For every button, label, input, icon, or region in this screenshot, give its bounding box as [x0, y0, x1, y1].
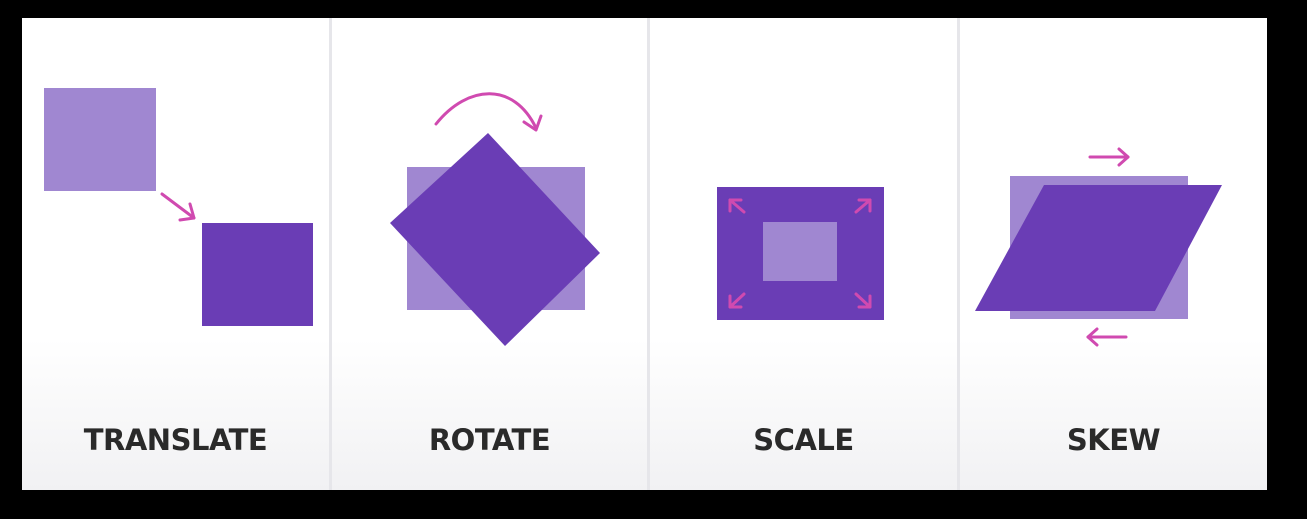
- skewed-parallelogram: [975, 185, 1222, 311]
- panel-translate: TRANSLATE: [22, 18, 332, 490]
- label-rotate: ROTATE: [428, 423, 551, 457]
- transform-diagram: TRANSLATE ROTATE: [22, 18, 1267, 490]
- label-translate: TRANSLATE: [83, 423, 268, 457]
- panel-skew: SKEW: [960, 18, 1267, 490]
- left-arrow-icon: [1086, 327, 1128, 347]
- right-arrow-icon: [1088, 147, 1130, 167]
- curved-arrow-icon: [434, 92, 543, 132]
- diagonal-arrow-icon: [160, 192, 196, 222]
- panel-scale: SCALE: [650, 18, 960, 490]
- rotate-diagram: [390, 92, 600, 346]
- original-rectangle: [763, 222, 837, 281]
- translate-diagram: [44, 88, 313, 326]
- panel-rotate: ROTATE: [332, 18, 650, 490]
- skew-diagram: [975, 147, 1222, 347]
- rotated-square: [390, 133, 600, 346]
- label-scale: SCALE: [753, 423, 854, 457]
- original-square: [44, 88, 156, 191]
- translated-square: [202, 223, 313, 326]
- scale-diagram: [717, 187, 884, 320]
- expand-arrows-icon: [728, 198, 872, 309]
- label-skew: SKEW: [1066, 423, 1161, 457]
